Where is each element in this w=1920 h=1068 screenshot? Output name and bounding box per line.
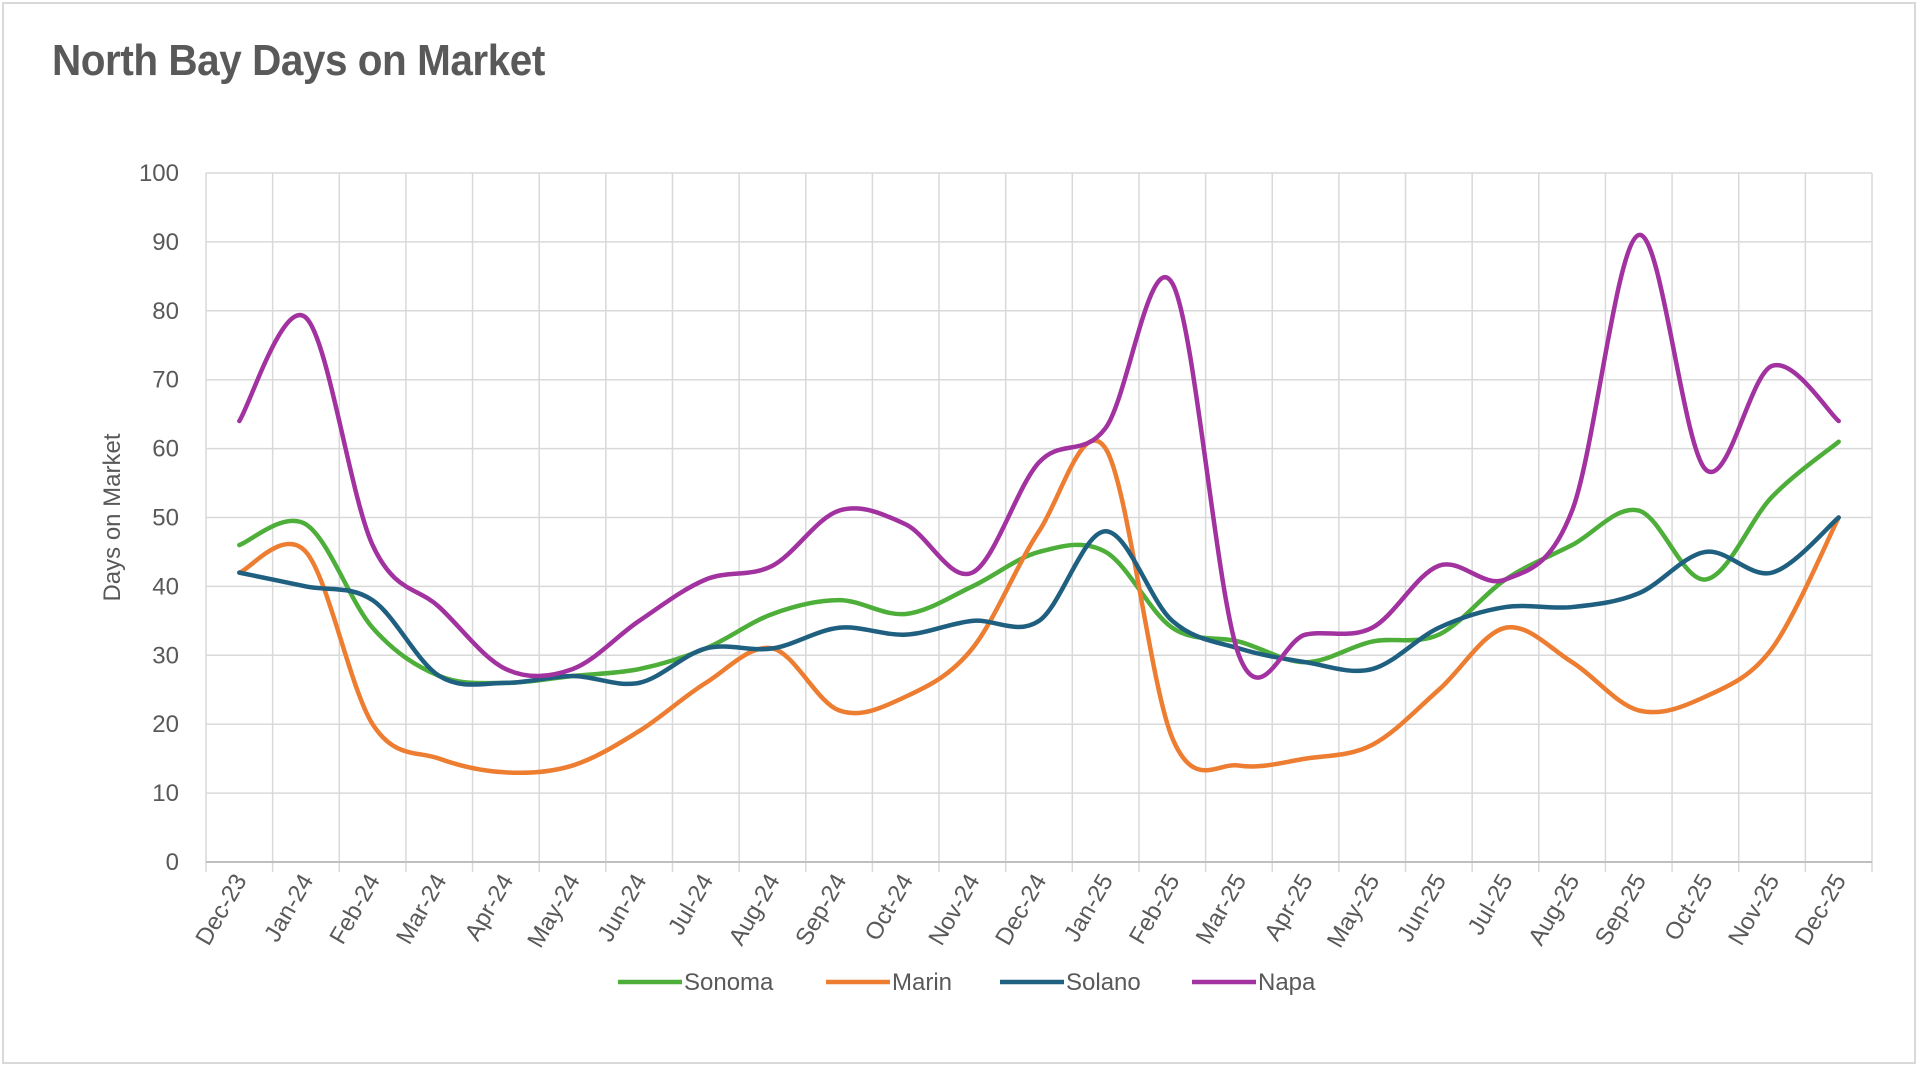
x-tick-label: Apr-25 bbox=[1259, 870, 1318, 946]
x-tick-label: Feb-25 bbox=[1124, 870, 1185, 949]
y-tick-label: 70 bbox=[152, 367, 179, 394]
y-tick-label: 100 bbox=[139, 160, 179, 187]
y-tick-label: 60 bbox=[152, 436, 179, 463]
x-tick-label: Jan-25 bbox=[1059, 870, 1119, 947]
x-tick-label: Oct-24 bbox=[860, 870, 919, 946]
y-tick-label: 10 bbox=[152, 780, 179, 807]
x-tick-label: Dec-25 bbox=[1790, 870, 1852, 951]
x-tick-label: Sep-24 bbox=[790, 870, 852, 951]
x-tick-label: Dec-23 bbox=[190, 870, 252, 951]
x-tick-label: May-25 bbox=[1322, 870, 1385, 953]
x-tick-label: May-24 bbox=[522, 870, 585, 953]
chart-title: North Bay Days on Market bbox=[52, 36, 545, 85]
x-axis-ticks: Dec-23 Jan-24 Feb-24 Mar-24 Apr-24 May-24 Jun-… bbox=[190, 870, 1851, 953]
x-tick-label: Mar-25 bbox=[1191, 870, 1252, 949]
legend-label-marin: Marin bbox=[892, 969, 952, 996]
series-line-napa bbox=[237, 232, 1841, 680]
x-tick-label: Apr-24 bbox=[460, 870, 519, 946]
grid bbox=[205, 172, 1873, 872]
x-tick-label: Jul-25 bbox=[1463, 870, 1519, 940]
x-tick-label: Aug-25 bbox=[1523, 870, 1585, 951]
y-tick-label: 80 bbox=[152, 298, 179, 325]
x-tick-label: Sep-25 bbox=[1590, 870, 1652, 951]
y-axis-ticks: 0 10 20 30 40 50 60 70 80 90 100 bbox=[139, 160, 179, 876]
x-tick-label: Dec-24 bbox=[990, 870, 1052, 951]
x-tick-label: Jun-24 bbox=[592, 870, 652, 947]
y-tick-label: 0 bbox=[166, 849, 179, 876]
x-tick-label: Feb-24 bbox=[324, 870, 385, 949]
y-axis-title: Days on Market bbox=[99, 433, 126, 601]
y-tick-label: 90 bbox=[152, 229, 179, 256]
legend-label-solano: Solano bbox=[1066, 969, 1141, 996]
series-lines bbox=[237, 232, 1841, 776]
legend: Sonoma Marin Solano Napa bbox=[618, 969, 1316, 996]
x-tick-label: Aug-24 bbox=[724, 870, 786, 951]
y-tick-label: 20 bbox=[152, 711, 179, 738]
series-line-solano bbox=[237, 515, 1841, 687]
x-tick-label: Nov-24 bbox=[923, 870, 985, 951]
y-tick-label: 50 bbox=[152, 505, 179, 532]
legend-label-sonoma: Sonoma bbox=[684, 969, 774, 996]
x-tick-label: Jan-24 bbox=[259, 870, 319, 947]
x-tick-label: Nov-25 bbox=[1723, 870, 1785, 951]
y-tick-label: 30 bbox=[152, 642, 179, 669]
y-tick-label: 40 bbox=[152, 573, 179, 600]
series-line-marin bbox=[237, 438, 1841, 776]
legend-label-napa: Napa bbox=[1258, 969, 1316, 996]
x-tick-label: Jun-25 bbox=[1392, 870, 1452, 947]
x-tick-label: Mar-24 bbox=[391, 870, 452, 949]
x-tick-label: Jul-24 bbox=[663, 870, 719, 940]
x-tick-label: Oct-25 bbox=[1659, 870, 1718, 946]
